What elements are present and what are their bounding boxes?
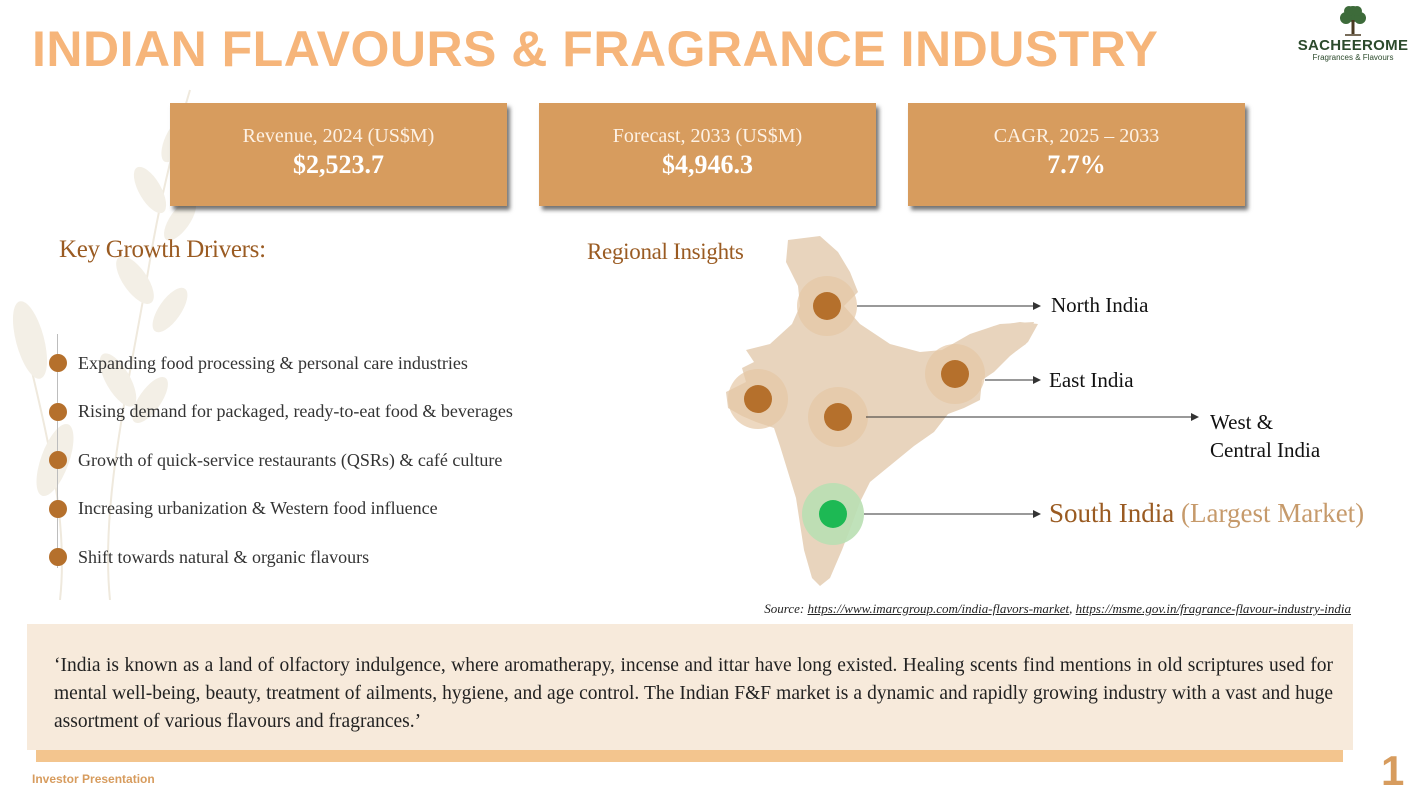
stat-label: Revenue, 2024 (US$M) xyxy=(242,125,435,147)
stat-value: 7.7% xyxy=(1047,150,1106,179)
india-map xyxy=(726,236,1199,586)
driver-text: Shift towards natural & organic flavours xyxy=(78,546,370,567)
revenue-stat-card: Revenue, 2024 (US$M) $2,523.7 xyxy=(170,103,507,206)
industry-quote: ‘India is known as a land of olfactory i… xyxy=(27,624,1353,750)
stat-label: Forecast, 2033 (US$M) xyxy=(612,125,803,147)
logo-name: SACHEEROME xyxy=(1297,37,1409,54)
forecast-stat-card: Forecast, 2033 (US$M) $4,946.3 xyxy=(539,103,876,206)
central-region-marker xyxy=(824,403,852,431)
list-item: Growth of quick-service restaurants (QSR… xyxy=(49,436,513,485)
bullet-dot-icon xyxy=(49,451,67,470)
logo-tagline: Fragrances & Flavours xyxy=(1312,53,1394,62)
cagr-stat-card: CAGR, 2025 – 2033 7.7% xyxy=(908,103,1245,206)
source-citation: Source: https://www.imarcgroup.com/india… xyxy=(764,601,1351,617)
east-region-marker xyxy=(941,360,969,388)
growth-drivers-list: Expanding food processing & personal car… xyxy=(49,339,513,582)
west-label-line2: Central India xyxy=(1210,438,1321,462)
stat-value: $2,523.7 xyxy=(293,150,384,179)
drivers-timeline-line xyxy=(57,334,58,568)
bullet-dot-icon xyxy=(49,354,67,373)
page-title: INDIAN FLAVOURS & FRAGRANCE INDUSTRY xyxy=(32,21,1159,77)
list-item: Expanding food processing & personal car… xyxy=(49,339,513,388)
stat-value: $4,946.3 xyxy=(662,150,753,179)
south-region-marker xyxy=(819,500,847,528)
east-india-label: East India xyxy=(1049,368,1134,392)
driver-text: Expanding food processing & personal car… xyxy=(78,352,468,373)
north-region-marker xyxy=(813,292,841,320)
driver-text: Growth of quick-service restaurants (QSR… xyxy=(78,449,503,470)
stat-label: CAGR, 2025 – 2033 xyxy=(993,125,1160,147)
west-central-india-label: West & Central India xyxy=(1210,408,1320,464)
bullet-dot-icon xyxy=(49,402,67,421)
list-item: Rising demand for packaged, ready-to-eat… xyxy=(49,388,513,437)
west-label-line1: West & xyxy=(1210,410,1274,434)
west-region-marker xyxy=(744,385,772,413)
source-prefix: Source: xyxy=(764,601,805,616)
largest-market-note: (Largest Market) xyxy=(1181,498,1365,528)
growth-drivers-heading: Key Growth Drivers: xyxy=(59,236,266,263)
source-link-msme[interactable]: https://msme.gov.in/fragrance-flavour-in… xyxy=(1075,601,1351,616)
south-india-label: South India (Largest Market) xyxy=(1049,498,1364,529)
page-number: 1 xyxy=(1381,747,1405,791)
source-link-imarc[interactable]: https://www.imarcgroup.com/india-flavors… xyxy=(807,601,1070,616)
north-india-label: North India xyxy=(1051,293,1149,317)
regional-insights-heading: Regional Insights xyxy=(587,239,744,264)
footer-label: Investor Presentation xyxy=(32,772,155,786)
bullet-dot-icon xyxy=(49,548,67,567)
company-logo: SACHEEROME Fragrances & Flavours xyxy=(1296,4,1410,64)
list-item: Shift towards natural & organic flavours xyxy=(49,533,513,582)
bullet-dot-icon xyxy=(49,499,67,518)
source-separator: , xyxy=(1069,601,1073,616)
list-item: Increasing urbanization & Western food i… xyxy=(49,485,513,534)
driver-text: Increasing urbanization & Western food i… xyxy=(78,498,438,519)
south-india-name: South India xyxy=(1049,498,1175,528)
driver-text: Rising demand for packaged, ready-to-eat… xyxy=(78,401,513,422)
tree-icon xyxy=(1340,6,1366,36)
